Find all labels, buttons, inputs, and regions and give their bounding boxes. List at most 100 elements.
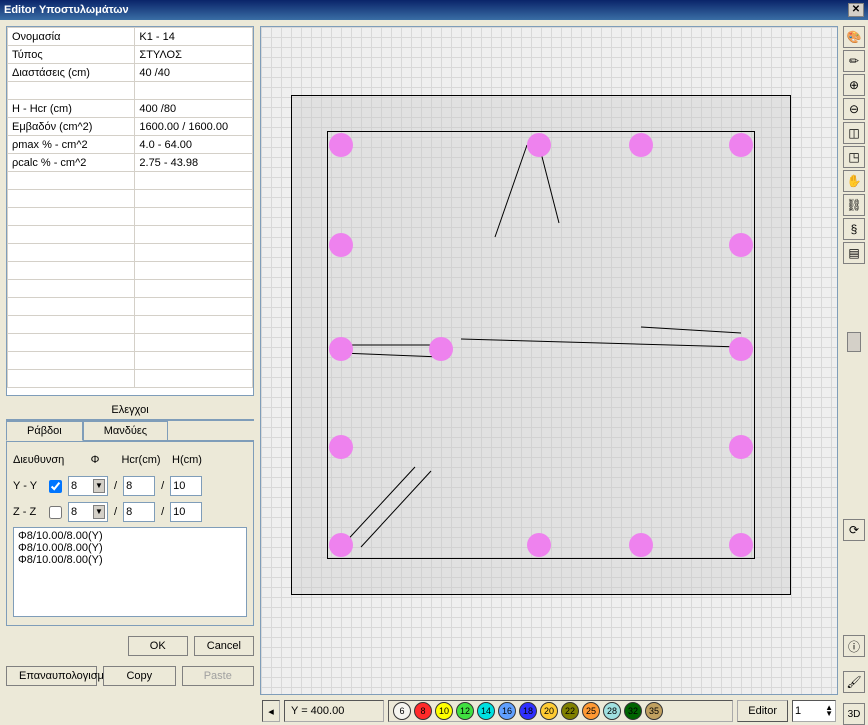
prop-label (8, 370, 135, 388)
stirrup-list[interactable]: Φ8/10.00/8.00(Y)Φ8/10.00/8.00(Y)Φ8/10.00… (13, 527, 247, 617)
phi-select[interactable]: 8▼ (68, 476, 108, 496)
hcm-input[interactable] (170, 502, 202, 522)
palette-swatch[interactable]: 20 (540, 702, 558, 720)
prop-value (135, 244, 253, 262)
zoom-fit-icon[interactable]: ◫ (843, 122, 865, 144)
prop-value (135, 190, 253, 208)
row-checkbox[interactable] (49, 506, 62, 519)
prop-value (135, 82, 253, 100)
prop-value: 40 /40 (135, 64, 253, 82)
rebar[interactable] (729, 133, 753, 157)
section-lines (261, 27, 837, 694)
row-name: Y - Y (13, 480, 43, 492)
rebar[interactable] (329, 533, 353, 557)
close-button[interactable]: ✕ (848, 3, 864, 17)
spinner[interactable]: 1 ▲▼ (792, 700, 836, 722)
align-icon[interactable]: ▤ (843, 242, 865, 264)
prop-value: 1600.00 / 1600.00 (135, 118, 253, 136)
prop-label (8, 334, 135, 352)
palette-swatch[interactable]: 18 (519, 702, 537, 720)
canvas-area[interactable] (260, 26, 838, 695)
palette-swatch[interactable]: 14 (477, 702, 495, 720)
chain-icon[interactable]: § (843, 218, 865, 240)
prop-value: 400 /80 (135, 100, 253, 118)
recalc-button[interactable]: Επαναυπολογισμός (6, 666, 97, 686)
zoom-in-icon[interactable]: ⊕ (843, 74, 865, 96)
refresh-icon[interactable]: ⟳ (843, 519, 865, 541)
hcr-input[interactable] (123, 476, 155, 496)
eraser-icon[interactable]: ✏ (843, 50, 865, 72)
prop-value: K1 - 14 (135, 28, 253, 46)
ok-button[interactable]: OK (128, 636, 188, 656)
prop-label (8, 244, 135, 262)
rebar[interactable] (429, 337, 453, 361)
prop-label: H - Hcr (cm) (8, 100, 135, 118)
palette-icon[interactable]: 🎨 (843, 26, 865, 48)
rebar[interactable] (329, 233, 353, 257)
brush-icon[interactable]: 🖌 (843, 671, 865, 693)
vertical-slider[interactable] (846, 272, 862, 511)
spinner-arrows[interactable]: ▲▼ (825, 705, 833, 717)
prop-value (135, 226, 253, 244)
hcr-input[interactable] (123, 502, 155, 522)
row-checkbox[interactable] (49, 480, 62, 493)
window-title: Editor Υποστυλωμάτων (4, 4, 129, 16)
info-icon[interactable]: ⓘ (843, 635, 865, 657)
palette-swatch[interactable]: 28 (603, 702, 621, 720)
y-readout: Y = 400.00 (284, 700, 384, 722)
rebar[interactable] (527, 533, 551, 557)
palette-swatch[interactable]: 10 (435, 702, 453, 720)
copy-button[interactable]: Copy (103, 666, 175, 686)
list-item[interactable]: Φ8/10.00/8.00(Y) (18, 542, 242, 554)
editor-button[interactable]: Editor (737, 700, 788, 722)
prop-label (8, 316, 135, 334)
arrow-left-button[interactable]: ◂ (262, 700, 280, 722)
rebar[interactable] (729, 435, 753, 459)
prop-label (8, 172, 135, 190)
prop-value (135, 334, 253, 352)
phi-select[interactable]: 8▼ (68, 502, 108, 522)
links-icon[interactable]: ⛓ (843, 194, 865, 216)
rebar[interactable] (329, 337, 353, 361)
rebar[interactable] (629, 133, 653, 157)
rebar[interactable] (629, 533, 653, 557)
3d-button[interactable]: 3D (843, 703, 865, 725)
prop-value (135, 208, 253, 226)
tab-elegxoi[interactable]: Ελεγχοι (6, 401, 254, 420)
row-name: Z - Z (13, 506, 43, 518)
prop-value (135, 352, 253, 370)
zoom-window-icon[interactable]: ◳ (843, 146, 865, 168)
rebar[interactable] (729, 233, 753, 257)
left-panel: ΟνομασίαK1 - 14ΤύποςΣΤΥΛΟΣΔιαστάσεις (cm… (0, 20, 258, 725)
prop-label: Εμβαδόν (cm^2) (8, 118, 135, 136)
prop-label: ρcalc % - cm^2 (8, 154, 135, 172)
prop-label: Διαστάσεις (cm) (8, 64, 135, 82)
prop-value: 4.0 - 64.00 (135, 136, 253, 154)
rebar[interactable] (729, 337, 753, 361)
palette-swatch[interactable]: 32 (624, 702, 642, 720)
palette-swatch[interactable]: 35 (645, 702, 663, 720)
rebar[interactable] (329, 435, 353, 459)
list-item[interactable]: Φ8/10.00/8.00(Y) (18, 554, 242, 566)
hand-icon[interactable]: ✋ (843, 170, 865, 192)
rebar[interactable] (329, 133, 353, 157)
palette-swatch[interactable]: 6 (393, 702, 411, 720)
tabs-container: Ελεγχοι Ράβδοι Μανδύες Διευθυνση Φ Hcr(c… (6, 400, 254, 626)
list-item[interactable]: Φ8/10.00/8.00(Y) (18, 530, 242, 542)
zoom-out-icon[interactable]: ⊖ (843, 98, 865, 120)
prop-label (8, 262, 135, 280)
rebar[interactable] (527, 133, 551, 157)
palette-swatch[interactable]: 8 (414, 702, 432, 720)
prop-label: Τύπος (8, 46, 135, 64)
rebar[interactable] (729, 533, 753, 557)
palette-swatch[interactable]: 16 (498, 702, 516, 720)
hcm-input[interactable] (170, 476, 202, 496)
cancel-button[interactable]: Cancel (194, 636, 254, 656)
tab-ravdoi[interactable]: Ράβδοι (6, 421, 83, 441)
tab-mandyes[interactable]: Μανδύες (83, 421, 168, 441)
prop-value (135, 370, 253, 388)
prop-value (135, 172, 253, 190)
palette-swatch[interactable]: 25 (582, 702, 600, 720)
palette-swatch[interactable]: 12 (456, 702, 474, 720)
palette-swatch[interactable]: 22 (561, 702, 579, 720)
